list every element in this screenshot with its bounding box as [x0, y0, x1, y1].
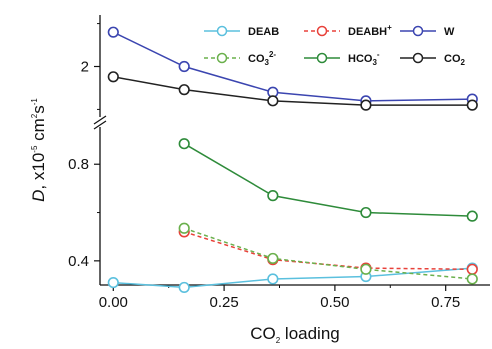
axis-break-mark [92, 115, 110, 130]
legend-item: CO32- [204, 50, 276, 67]
data-point [466, 273, 478, 285]
x-ticks: 0.00 0.25 0.50 0.75 [99, 285, 460, 311]
legend-item: W [400, 25, 455, 38]
legend-label: HCO3- [348, 50, 380, 67]
x-tick-label: 0.00 [99, 294, 128, 311]
legend-marker [412, 25, 424, 37]
legend-item: HCO3- [304, 50, 380, 67]
data-point [178, 138, 190, 150]
series-5 [107, 71, 478, 111]
data-point [267, 190, 279, 202]
data-point [107, 71, 119, 83]
data-point [178, 84, 190, 96]
data-point [267, 273, 279, 285]
series-line [113, 76, 473, 106]
x-tick-label: 0.25 [209, 294, 238, 311]
legend-marker [216, 52, 228, 64]
legend-item: DEABH+ [304, 23, 392, 38]
y-tick-label: 0.4 [68, 253, 89, 270]
series-4 [178, 138, 478, 222]
data-point [178, 60, 190, 73]
legend-label: CO32- [248, 50, 276, 67]
legend-item: DEAB [204, 25, 279, 38]
data-point [267, 95, 279, 107]
data-point [466, 263, 478, 275]
series-line [183, 143, 473, 217]
data-point [360, 206, 372, 219]
x-tick-label: 0.50 [320, 294, 349, 311]
x-axis-title: CO2 loading [250, 324, 340, 345]
legend-label: DEABH+ [348, 23, 392, 38]
data-point [360, 99, 372, 111]
legend-marker [316, 52, 328, 64]
data-point [107, 26, 119, 38]
data-point [107, 276, 119, 289]
data-point [178, 281, 190, 294]
data-point [267, 252, 279, 265]
legend-item: CO2 [400, 52, 466, 67]
y-tick-label: 0.8 [68, 156, 89, 173]
legend-label: W [444, 26, 455, 38]
legend: DEAB DEABH+ W CO32- HCO3- CO2 [204, 23, 466, 67]
legend-marker [412, 52, 424, 64]
plot-frame [92, 15, 490, 286]
series-line [183, 231, 473, 271]
y-ticks: 2 0.4 0.8 [68, 23, 100, 270]
data-point [466, 210, 478, 222]
series-line [183, 227, 473, 280]
series-1 [178, 226, 478, 275]
x-tick-label: 0.75 [431, 294, 460, 311]
legend-marker [316, 25, 328, 37]
series-3 [178, 222, 478, 285]
legend-label: DEAB [248, 26, 279, 38]
legend-label: CO2 [444, 53, 466, 67]
legend-marker [216, 25, 228, 37]
series-2 [107, 26, 478, 107]
series-0 [107, 262, 478, 294]
data-point [360, 263, 372, 275]
series-layer [107, 26, 478, 294]
data-point [178, 222, 190, 234]
y-axis-title: D, x10-5 cm2s-1 [29, 98, 48, 202]
data-point [466, 99, 478, 111]
y-tick-label: 2 [81, 59, 89, 76]
series-line [112, 31, 473, 102]
